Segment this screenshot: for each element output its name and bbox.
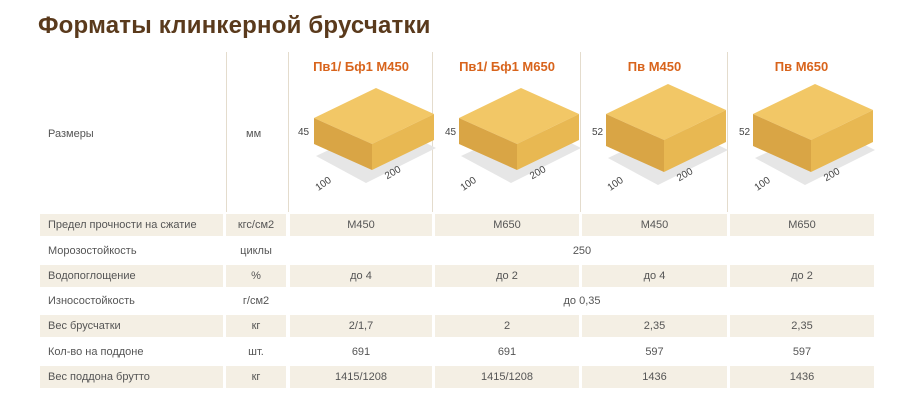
row-value: 1436	[582, 366, 727, 388]
row-value-merged: 250	[572, 245, 592, 257]
brick-illustration: 45 100 200	[441, 78, 581, 194]
row-unit: кгс/см2	[226, 214, 286, 236]
width-label: 100	[459, 175, 479, 193]
row-unit: г/см2	[242, 295, 270, 307]
sizes-label: Размеры	[48, 128, 94, 140]
row-label: Вес поддона брутто	[40, 366, 223, 388]
brick-illustration: 52 100 200	[735, 78, 875, 194]
row-value: 1415/1208	[435, 366, 579, 388]
row-label: Износостойкость	[48, 295, 135, 307]
format-header: Пв М450	[627, 59, 682, 74]
width-label: 100	[753, 175, 773, 193]
row-value-merged: до 0,35	[563, 295, 601, 307]
page-title: Форматы клинкерной брусчатки	[38, 12, 431, 39]
row-value: до 2	[435, 265, 579, 287]
row-value: 691	[497, 346, 517, 358]
sizes-unit: мм	[246, 128, 262, 140]
row-value: 691	[351, 346, 371, 358]
row-value: 2,35	[582, 315, 727, 337]
divider	[226, 52, 227, 212]
row-unit: шт.	[248, 346, 264, 358]
divider	[580, 52, 581, 212]
divider	[288, 52, 289, 212]
row-label: Водопоглощение	[40, 265, 223, 287]
height-label: 52	[592, 127, 604, 138]
row-unit: циклы	[240, 245, 272, 257]
row-value: М650	[435, 214, 579, 236]
row-label: Вес брусчатки	[40, 315, 223, 337]
row-value: М450	[290, 214, 432, 236]
row-value: 1415/1208	[290, 366, 432, 388]
row-value: М450	[582, 214, 727, 236]
divider	[727, 52, 728, 212]
height-label: 52	[739, 127, 751, 138]
row-value: 597	[792, 346, 812, 358]
brick-illustration: 52 100 200	[588, 78, 728, 194]
row-value: М650	[730, 214, 874, 236]
width-label: 100	[606, 175, 626, 193]
brick-illustration: 45 100 200	[296, 78, 436, 194]
height-label: 45	[298, 127, 310, 138]
height-label: 45	[445, 127, 457, 138]
row-unit: кг	[226, 366, 286, 388]
row-label: Морозостойкость	[48, 245, 137, 257]
row-value: 2,35	[730, 315, 874, 337]
row-label: Кол-во на поддоне	[48, 346, 144, 358]
format-header: Пв М650	[774, 59, 829, 74]
row-unit: кг	[226, 315, 286, 337]
row-value: до 4	[582, 265, 727, 287]
row-value: до 4	[290, 265, 432, 287]
width-label: 100	[314, 175, 334, 193]
row-value: 597	[645, 346, 664, 358]
format-header: Пв1/ Бф1 М650	[459, 59, 555, 74]
row-value: 1436	[730, 366, 874, 388]
row-unit: %	[226, 265, 286, 287]
format-header: Пв1/ Бф1 М450	[313, 59, 409, 74]
row-value: 2	[435, 315, 579, 337]
row-label: Предел прочности на сжатие	[40, 214, 223, 236]
row-value: до 2	[730, 265, 874, 287]
row-value: 2/1,7	[290, 315, 432, 337]
